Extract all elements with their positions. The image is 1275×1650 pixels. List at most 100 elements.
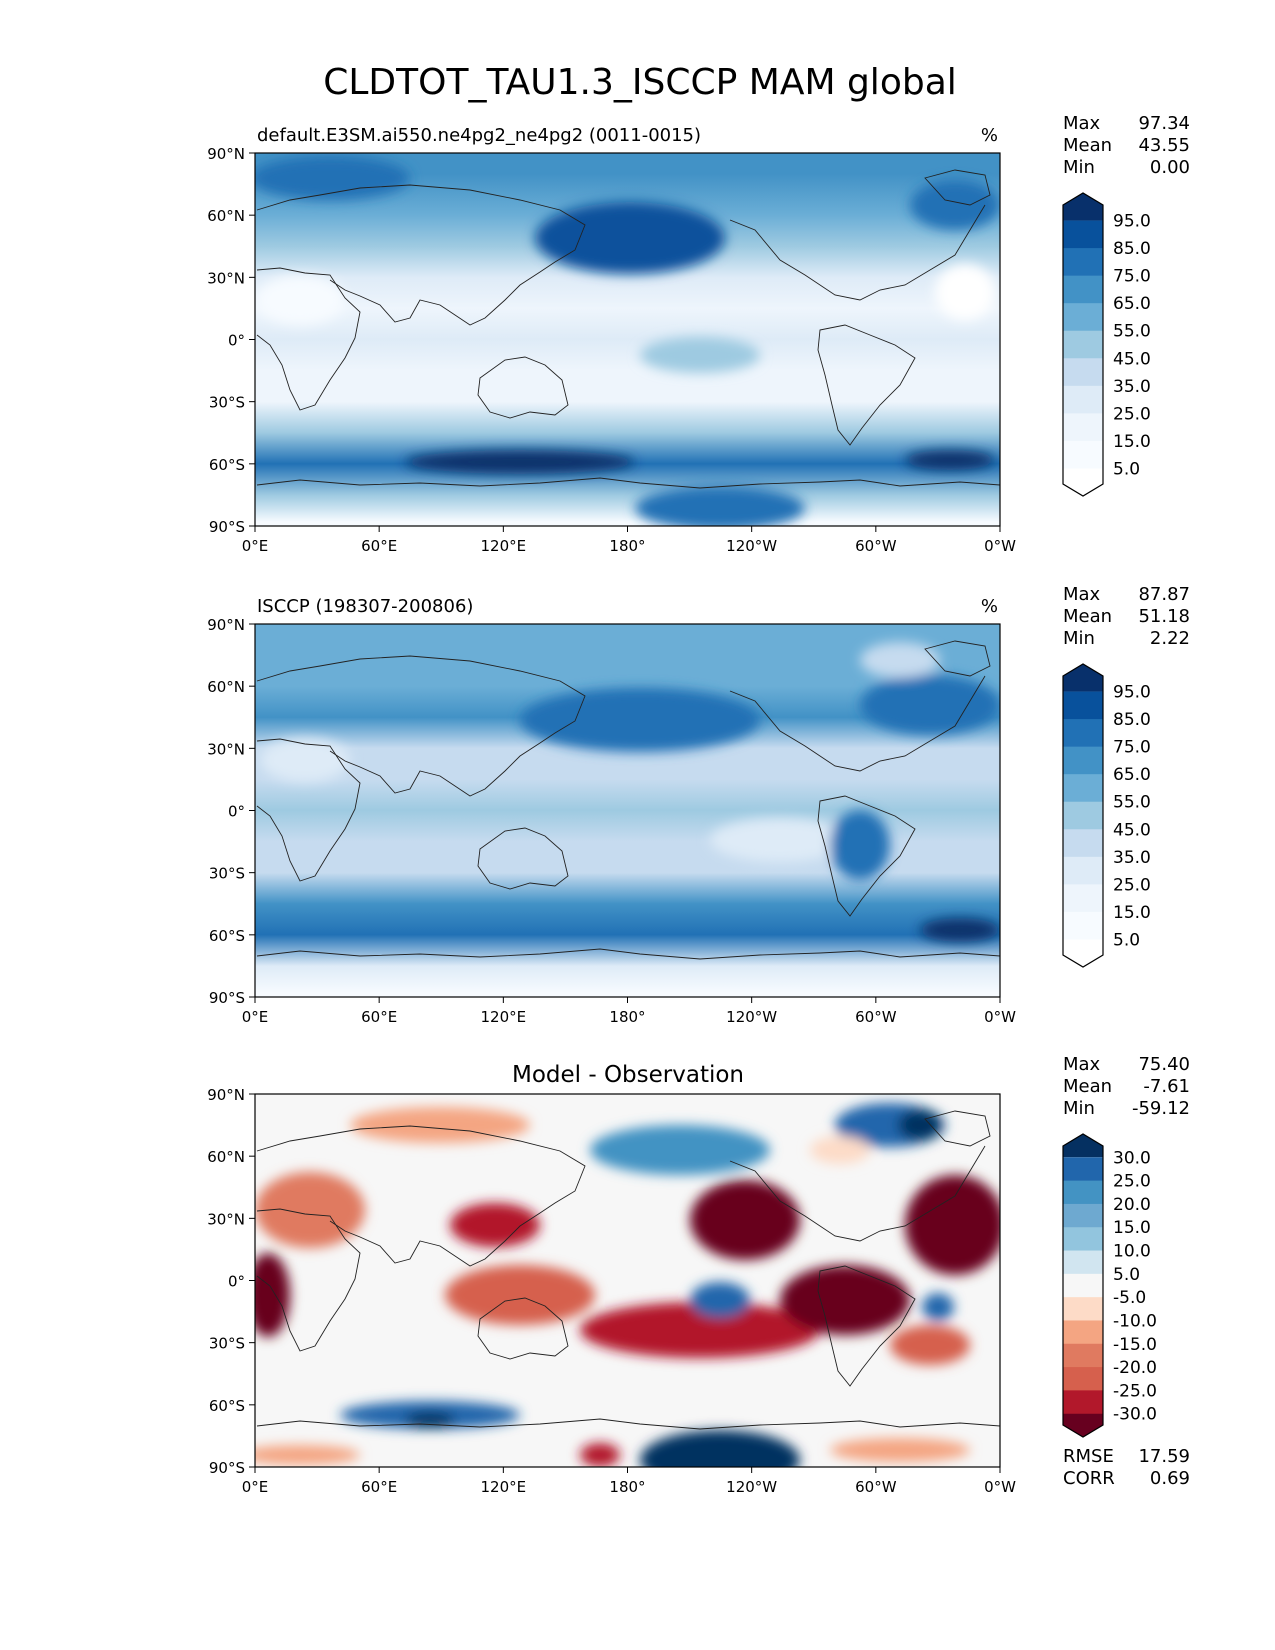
map-fill	[255, 153, 1000, 526]
colorbar-tick-label: 25.0	[1113, 404, 1151, 424]
colorbar-segment	[1063, 330, 1103, 359]
colorbar-segment	[1063, 1250, 1103, 1275]
y-tick-label: 30°N	[207, 1210, 245, 1228]
x-axis: 0°E 60°E 120°E 180° 120°W 60°W 0°W	[242, 1467, 1016, 1496]
blob-antarctic-pacific	[635, 486, 805, 526]
colorbar: 95.0 85.0 75.0 65.0 55.0 45.0 35.0 25.0 15.0 5.0	[1062, 192, 1151, 497]
colorbar-tick-label: 85.0	[1113, 239, 1151, 259]
colorbar-tick-label: 15.0	[1113, 903, 1151, 923]
blob-amazon	[830, 810, 890, 880]
blob-layer	[255, 156, 1000, 526]
coast-north-america	[729, 1145, 986, 1242]
y-tick-label: 90°S	[209, 518, 245, 536]
blob-sahara	[260, 738, 350, 782]
diff-maritime-continent	[445, 1265, 595, 1325]
blob-atlantic	[860, 675, 1000, 735]
y-tick-label: 30°S	[209, 1335, 245, 1353]
x-tick-label: 120°W	[726, 1478, 777, 1496]
zonal-band-fill	[255, 624, 1000, 997]
colorbar-segment	[1063, 1273, 1103, 1298]
metric-label: RMSE	[1063, 1446, 1114, 1467]
coast-antarctica	[256, 1418, 1000, 1430]
coast-africa	[256, 1208, 361, 1352]
x-tick-label: 120°W	[726, 1008, 777, 1026]
coast-south-america	[817, 324, 916, 446]
coast-north-america	[729, 675, 986, 772]
colorbar-tick-label: 25.0	[1113, 1172, 1151, 1192]
metrics-block: RMSE 17.59 CORR 0.69	[1063, 1446, 1190, 1489]
diff-north-pacific-east	[690, 1180, 800, 1260]
panel-title: default.E3SM.ai550.ne4pg2_ne4pg2 (0011-0…	[257, 125, 701, 146]
colorbar-extend-bottom	[1063, 1413, 1103, 1437]
x-tick-label: 0°E	[242, 1008, 269, 1026]
colorbar-tick-label: 35.0	[1113, 377, 1151, 397]
colorbar-tick-label: 45.0	[1113, 820, 1151, 840]
diff-south-atlantic-blue	[922, 1293, 954, 1321]
coastlines	[256, 169, 1000, 489]
units-label: %	[981, 125, 998, 146]
y-tick-label: 30°N	[207, 740, 245, 758]
x-tick-label: 120°E	[481, 537, 527, 555]
y-tick-label: 60°S	[209, 456, 245, 474]
colorbar: 95.0 85.0 75.0 65.0 55.0 45.0 35.0 25.0 15.0 5.0	[1062, 663, 1151, 968]
y-tick-label: 0°	[228, 803, 245, 821]
stat-label: Max	[1063, 113, 1101, 134]
y-axis: 90°N 60°N 30°N 0° 30°S 60°S 90°S	[207, 1086, 255, 1477]
y-tick-label: 90°N	[207, 1086, 245, 1104]
diff-antarctica-pacific	[640, 1430, 800, 1467]
y-tick-label: 30°S	[209, 394, 245, 412]
colorbar-tick-label: 15.0	[1113, 1218, 1151, 1238]
y-tick-label: 60°N	[207, 678, 245, 696]
coast-australia	[477, 356, 569, 419]
panel-model: default.E3SM.ai550.ne4pg2_ne4pg2 (0011-0…	[207, 113, 1190, 555]
diff-central-pacific-blue	[690, 1282, 750, 1318]
x-tick-label: 0°E	[242, 537, 269, 555]
colorbar-segment	[1063, 1343, 1103, 1368]
colorbar-tick-label: 20.0	[1113, 1195, 1151, 1215]
coastlines	[256, 1110, 1000, 1430]
colorbar-tick-label: -25.0	[1113, 1381, 1157, 1401]
blob-north-pacific	[535, 202, 725, 274]
diff-antarctica-red	[580, 1443, 620, 1467]
stat-label: Mean	[1063, 135, 1112, 156]
y-tick-label: 0°	[228, 332, 245, 350]
panel-title: Model - Observation	[512, 1062, 744, 1088]
y-tick-label: 90°S	[209, 1459, 245, 1477]
panel-difference: Model - Observation	[207, 1054, 1190, 1496]
map-fill	[255, 624, 1000, 997]
coast-south-america	[817, 1265, 916, 1387]
blob-arctic-west	[255, 156, 410, 200]
blob-southern-east	[905, 450, 995, 470]
colorbar-tick-label: 85.0	[1113, 710, 1151, 730]
diff-asia-south	[450, 1203, 540, 1247]
coast-eurasia	[256, 1125, 586, 1267]
colorbar-tick-label: 75.0	[1113, 738, 1151, 758]
x-tick-label: 180°	[609, 1008, 645, 1026]
colorbar-tick-label: 30.0	[1113, 1148, 1151, 1168]
blob-southern-east	[920, 918, 1000, 942]
stat-value: 43.55	[1138, 135, 1190, 156]
colorbar-tick-label: 55.0	[1113, 322, 1151, 342]
stats-block: Max 87.87 Mean 51.18 Min 2.22	[1063, 584, 1190, 649]
coast-africa	[256, 738, 361, 882]
zonal-bands	[255, 624, 1000, 997]
x-tick-label: 120°W	[726, 537, 777, 555]
figure-title: CLDTOT_TAU1.3_ISCCP MAM global	[323, 62, 957, 103]
stat-value: 87.87	[1138, 584, 1190, 605]
blob-greenland	[910, 180, 1000, 230]
colorbar-segment	[1063, 385, 1103, 414]
coast-eurasia	[256, 655, 586, 797]
colorbar-tick-label: -30.0	[1113, 1405, 1157, 1425]
colorbar-tick-label: 75.0	[1113, 267, 1151, 287]
y-tick-label: 60°S	[209, 1397, 245, 1415]
stat-label: Max	[1063, 584, 1101, 605]
colorbar-tick-label: -20.0	[1113, 1358, 1157, 1378]
colorbar-segment	[1063, 303, 1103, 332]
colorbar-segment	[1063, 719, 1103, 748]
colorbar-segment	[1063, 1297, 1103, 1321]
metric-value: 0.69	[1150, 1468, 1190, 1489]
stat-label: Min	[1063, 1098, 1095, 1119]
diff-atlantic-west	[255, 1253, 290, 1337]
stat-label: Mean	[1063, 606, 1112, 627]
